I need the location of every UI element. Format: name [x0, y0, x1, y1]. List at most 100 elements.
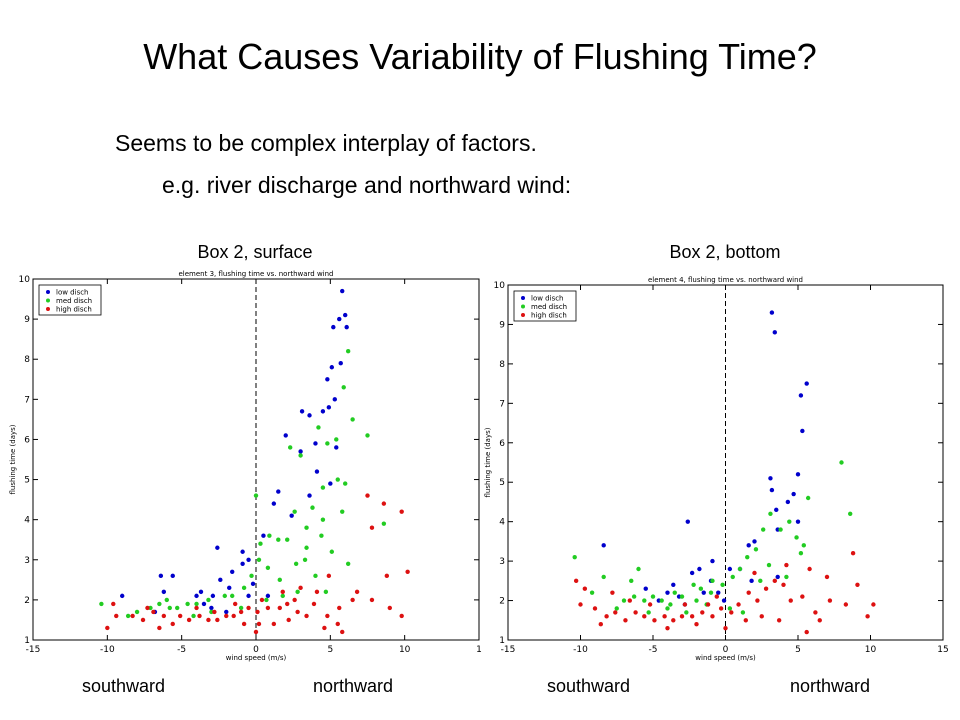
data-point — [304, 545, 309, 550]
data-point — [292, 509, 297, 514]
data-point — [177, 613, 183, 619]
y-tick-label: 1 — [24, 636, 30, 646]
data-point — [855, 582, 860, 587]
direction-label-northward-left: northward — [313, 676, 394, 696]
data-point — [299, 409, 305, 414]
data-point — [161, 589, 167, 595]
data-point — [601, 574, 606, 580]
data-point — [604, 614, 609, 619]
data-point — [253, 629, 259, 635]
data-point — [337, 316, 342, 322]
data-point — [399, 613, 404, 619]
data-point — [850, 551, 856, 556]
data-point — [405, 569, 410, 575]
data-point — [340, 509, 345, 514]
data-point — [170, 621, 175, 627]
x-tick-label: -5 — [649, 645, 658, 655]
data-point — [827, 598, 833, 603]
data-point — [277, 605, 282, 611]
data-point — [679, 594, 685, 599]
data-point — [795, 472, 801, 477]
data-point — [194, 593, 199, 599]
data-point — [746, 543, 751, 548]
data-point — [631, 594, 637, 599]
data-point — [804, 381, 809, 386]
data-point — [582, 586, 588, 591]
data-point — [145, 605, 150, 611]
data-point — [665, 590, 670, 595]
legend-marker — [521, 313, 525, 317]
data-point — [241, 585, 247, 591]
data-point — [768, 476, 773, 481]
data-point — [316, 425, 321, 430]
data-point — [768, 511, 773, 516]
x-tick-label: 10 — [399, 645, 411, 655]
data-point — [824, 574, 830, 580]
data-point — [710, 558, 715, 564]
y-tick-label: 8 — [24, 355, 30, 365]
x-tick-label: 15 — [937, 645, 948, 655]
y-tick-label: 6 — [499, 439, 505, 449]
data-point — [212, 609, 217, 615]
data-point — [871, 602, 876, 607]
x-tick-label: 5 — [327, 645, 333, 655]
data-point — [592, 606, 598, 611]
data-point — [283, 433, 288, 438]
data-point — [753, 547, 759, 552]
data-point — [801, 543, 806, 548]
data-point — [325, 613, 330, 619]
data-point — [265, 593, 271, 599]
data-point — [320, 517, 326, 522]
data-point — [319, 533, 324, 538]
data-point — [314, 469, 320, 474]
data-point — [784, 574, 789, 580]
legend-label: high disch — [56, 306, 92, 314]
data-point — [250, 581, 256, 587]
plot-title: element 4, flushing time vs. northward w… — [648, 276, 803, 284]
data-point — [643, 586, 648, 591]
data-point — [289, 513, 294, 518]
data-point — [310, 505, 315, 510]
data-point — [206, 617, 211, 623]
x-tick-label: -10 — [100, 645, 115, 655]
direction-label-southward-left: southward — [82, 676, 166, 696]
data-point — [685, 519, 690, 524]
data-point — [746, 590, 751, 595]
data-point — [271, 621, 277, 627]
x-tick-label: 1 — [476, 645, 482, 655]
legend-marker — [521, 304, 525, 309]
data-point — [671, 582, 676, 587]
data-point — [285, 537, 290, 542]
x-axis-label: wind speed (m/s) — [695, 654, 756, 662]
data-point — [241, 621, 247, 627]
data-point — [749, 578, 754, 584]
data-point — [265, 605, 271, 611]
legend-label: low disch — [56, 289, 89, 297]
y-tick-label: 9 — [499, 320, 505, 330]
data-point — [120, 593, 125, 599]
data-point — [304, 525, 309, 530]
data-point — [210, 593, 216, 599]
data-point — [578, 602, 583, 607]
data-point — [258, 541, 263, 546]
data-point — [589, 590, 595, 595]
data-point — [759, 614, 764, 619]
legend-label: med disch — [56, 297, 92, 305]
data-point — [293, 561, 299, 566]
data-point — [843, 602, 849, 607]
chart-panel-1: -15 -10 -5 0 5 10 1 1 2 3 4 5 6 7 8 9 10 element 3, flush… — [9, 270, 482, 662]
data-point — [769, 487, 775, 493]
legend-label: low disch — [531, 295, 564, 303]
slide-title: What Causes Variability of Flushing Time… — [143, 36, 817, 77]
data-point — [343, 481, 348, 486]
data-point — [344, 324, 349, 330]
data-point — [694, 622, 699, 627]
y-axis-label: flushing time (days) — [484, 427, 492, 497]
data-point — [167, 605, 172, 611]
data-point — [365, 493, 370, 498]
data-point — [232, 601, 238, 607]
y-tick-label: 4 — [499, 518, 505, 528]
data-point — [335, 621, 340, 627]
data-point — [369, 525, 375, 530]
